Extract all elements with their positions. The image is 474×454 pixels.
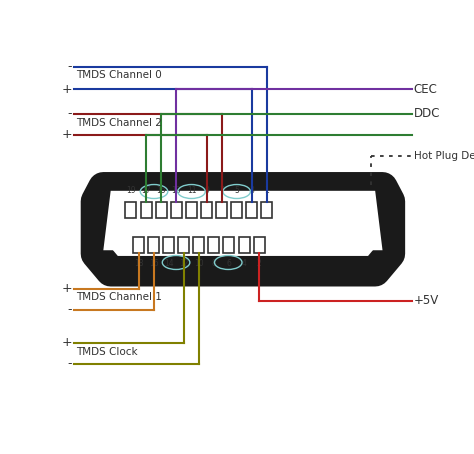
Bar bbox=[163, 237, 174, 253]
Bar bbox=[156, 202, 167, 218]
Bar bbox=[133, 237, 144, 253]
Text: +: + bbox=[62, 83, 72, 96]
Bar bbox=[148, 237, 159, 253]
Bar bbox=[261, 202, 272, 218]
Text: +: + bbox=[62, 282, 72, 295]
Bar bbox=[141, 202, 152, 218]
Bar bbox=[201, 202, 212, 218]
Text: +: + bbox=[62, 128, 72, 141]
Polygon shape bbox=[96, 188, 390, 271]
Polygon shape bbox=[103, 191, 383, 250]
Bar bbox=[238, 237, 249, 253]
Text: 11: 11 bbox=[187, 186, 196, 195]
Text: 2: 2 bbox=[257, 259, 262, 268]
Bar bbox=[209, 237, 219, 253]
Text: TMDS Channel 1: TMDS Channel 1 bbox=[76, 292, 162, 302]
Text: 8: 8 bbox=[211, 259, 216, 268]
Bar bbox=[246, 202, 257, 218]
Text: TMDS Channel 0: TMDS Channel 0 bbox=[76, 70, 162, 80]
Text: 17: 17 bbox=[142, 186, 151, 195]
Text: -: - bbox=[68, 357, 72, 370]
Bar bbox=[216, 202, 227, 218]
Text: 12: 12 bbox=[179, 259, 189, 268]
Bar bbox=[254, 237, 264, 253]
Text: CEC: CEC bbox=[414, 83, 438, 96]
Text: 1: 1 bbox=[264, 186, 269, 195]
Text: Hot Plug Detect: Hot Plug Detect bbox=[414, 151, 474, 161]
Text: 15: 15 bbox=[156, 186, 166, 195]
Text: 13: 13 bbox=[172, 186, 181, 195]
Text: 16: 16 bbox=[149, 259, 158, 268]
Bar bbox=[125, 202, 137, 218]
Text: -: - bbox=[68, 303, 72, 316]
Bar bbox=[193, 237, 204, 253]
Text: TMDS Channel 2: TMDS Channel 2 bbox=[76, 118, 162, 128]
Text: +5V: +5V bbox=[414, 295, 439, 307]
Text: 6: 6 bbox=[227, 259, 231, 268]
Text: 19: 19 bbox=[126, 186, 136, 195]
Text: TMDS Clock: TMDS Clock bbox=[76, 346, 137, 357]
Text: 3: 3 bbox=[249, 186, 254, 195]
Text: 14: 14 bbox=[164, 259, 173, 268]
Bar bbox=[223, 237, 235, 253]
Text: +: + bbox=[62, 336, 72, 350]
Text: -: - bbox=[68, 108, 72, 120]
Bar bbox=[186, 202, 197, 218]
Bar bbox=[231, 202, 242, 218]
Text: DDC: DDC bbox=[414, 108, 440, 120]
Text: 9: 9 bbox=[204, 186, 209, 195]
Text: 18: 18 bbox=[134, 259, 143, 268]
Bar bbox=[178, 237, 189, 253]
Text: 7: 7 bbox=[219, 186, 224, 195]
Text: 10: 10 bbox=[194, 259, 204, 268]
Text: 4: 4 bbox=[242, 259, 246, 268]
Text: 5: 5 bbox=[234, 186, 239, 195]
Text: -: - bbox=[68, 60, 72, 73]
Bar bbox=[171, 202, 182, 218]
